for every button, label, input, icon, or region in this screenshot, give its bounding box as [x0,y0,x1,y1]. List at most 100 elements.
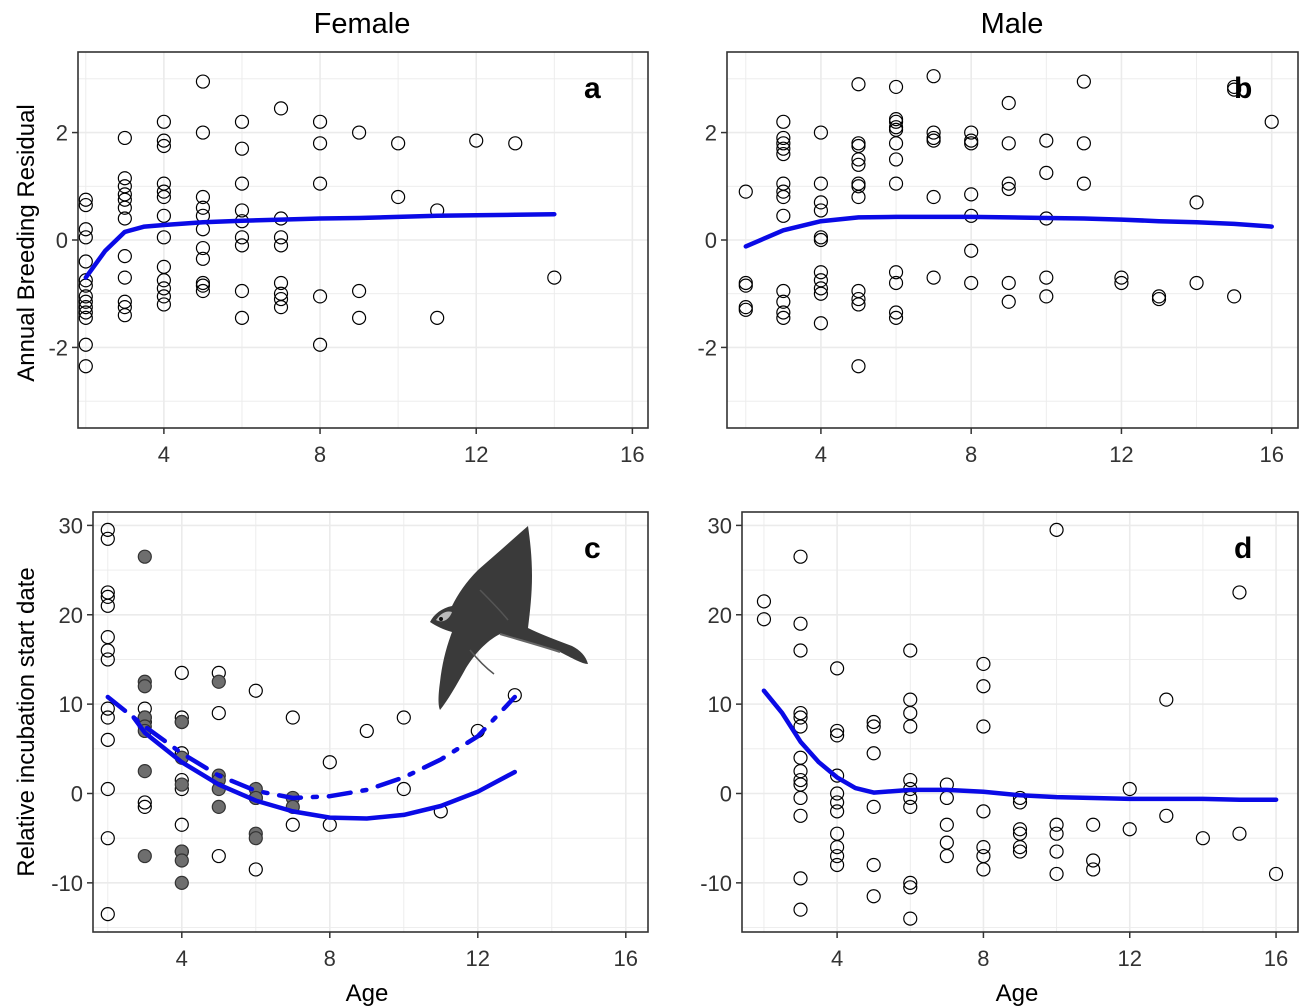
data-point [813,281,829,296]
x-tick-label: 4 [158,442,170,467]
data-point [312,289,328,304]
y-tick-label: -10 [51,871,83,896]
x-tick-label: 8 [977,946,989,971]
data-point [1076,176,1091,191]
data-point [851,152,866,167]
data-point [888,79,904,95]
data-point [351,310,367,325]
data-point [888,136,904,151]
data-point [117,300,132,315]
panel-a: 4 8 12 16 -2 0 2 a [48,51,649,467]
data-point [78,197,93,213]
data-point [117,192,132,207]
data-point [195,125,211,140]
data-point [776,141,791,156]
fit-curve [761,688,1279,802]
data-point [78,294,93,309]
data-point [888,176,904,191]
data-point [976,656,991,672]
data-point [1114,275,1129,291]
data-point [285,817,300,832]
data-point-filled [137,764,152,779]
data-point [964,136,979,151]
data-point [888,152,904,167]
data-point [776,146,791,162]
data-point [234,176,250,191]
data-point [976,804,991,819]
data-point [100,531,115,546]
data-point [1195,831,1210,846]
data-point [78,222,93,237]
data-point [830,661,845,676]
data-point [234,141,250,156]
data-point [738,184,753,199]
data-point [813,286,829,301]
data-point [903,880,918,895]
data-point-filled [137,848,152,864]
panel-border [92,511,649,933]
falcon-in-flight-icon [430,526,588,710]
data-point [78,192,93,207]
data-point [776,305,791,320]
data-point [100,643,115,658]
data-point [234,310,250,325]
data-point [1039,165,1054,180]
data-point [976,862,991,877]
data-point [156,208,171,223]
data-point [776,114,791,129]
data-point [1049,817,1064,832]
data-point [1001,181,1016,197]
data-point [903,911,918,926]
data-point [1151,291,1167,307]
data-point [903,719,918,734]
data-point [1001,294,1016,309]
data-point [508,136,523,151]
data-point [1039,270,1054,285]
data-point [351,283,367,299]
data-point [851,77,866,92]
data-point [137,795,152,810]
x-tick-label: 4 [815,442,827,467]
data-point [903,772,918,788]
y-tick-label: 20 [59,603,83,628]
data-point [117,130,132,146]
data-point [78,300,93,315]
data-point [851,189,866,205]
data-point [793,710,808,725]
data-point [793,902,808,917]
data-point [776,208,791,223]
panel-label: c [584,532,601,565]
data-point [1001,136,1016,151]
y-tick-label: -10 [700,871,732,896]
data-point [234,238,250,253]
y-tick-label: 2 [56,121,68,146]
panel-d: 4 8 12 16 -10 0 10 20 30 d [700,511,1299,971]
data-point [776,283,791,299]
data-point [903,643,918,658]
data-point [793,808,808,823]
data-point [851,136,866,151]
data-point [866,857,881,873]
data-point [939,817,954,832]
data-point [1076,74,1091,89]
data-point [888,114,904,129]
data-point [156,184,171,199]
data-point [273,291,289,307]
panel-border [741,511,1299,933]
data-point [211,848,226,864]
data-point [312,176,328,191]
x-tick-label: 16 [1264,946,1288,971]
y-tick-label: 10 [708,692,732,717]
data-point [117,308,132,323]
data-point [174,665,189,680]
data-point [926,69,941,84]
data-point [1012,822,1028,837]
data-point [234,283,250,299]
data-point [1001,95,1016,111]
fit-curve-dashdot [105,694,518,801]
data-point [738,278,753,293]
data-point [756,594,772,609]
data-point [830,795,845,810]
data-point [195,200,211,215]
data-point [1268,866,1284,882]
